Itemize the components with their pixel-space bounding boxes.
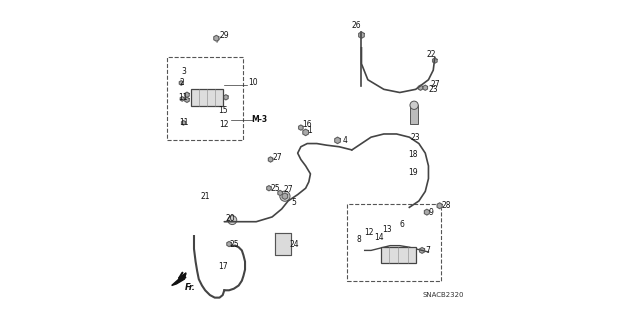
Polygon shape <box>358 32 364 38</box>
Text: 27: 27 <box>284 185 293 194</box>
Text: 15: 15 <box>218 106 228 115</box>
Text: 2: 2 <box>180 78 184 87</box>
Text: 13: 13 <box>382 225 392 234</box>
Polygon shape <box>182 121 186 125</box>
Text: 16: 16 <box>303 120 312 129</box>
Text: 27: 27 <box>430 80 440 89</box>
Text: 25: 25 <box>229 240 239 249</box>
Polygon shape <box>185 97 189 102</box>
Polygon shape <box>267 186 271 191</box>
Polygon shape <box>179 81 183 85</box>
Polygon shape <box>420 248 424 253</box>
Text: 29: 29 <box>220 31 229 40</box>
Polygon shape <box>227 241 231 247</box>
Text: 12: 12 <box>365 228 374 237</box>
Text: 24: 24 <box>290 240 300 249</box>
Text: 20: 20 <box>226 214 236 223</box>
Polygon shape <box>419 85 422 90</box>
Text: 21: 21 <box>200 192 210 201</box>
Polygon shape <box>185 92 189 97</box>
Text: 12: 12 <box>220 120 229 129</box>
Text: 19: 19 <box>408 168 417 177</box>
Text: 3: 3 <box>181 67 186 76</box>
Polygon shape <box>433 58 437 63</box>
Text: 1: 1 <box>307 126 312 135</box>
Polygon shape <box>275 233 291 255</box>
Text: 27: 27 <box>272 153 282 162</box>
Text: 11: 11 <box>180 118 189 127</box>
Text: 4: 4 <box>342 136 348 145</box>
Text: 7: 7 <box>425 246 430 255</box>
Polygon shape <box>224 95 228 100</box>
Polygon shape <box>423 85 428 90</box>
Text: 18: 18 <box>408 150 417 159</box>
Polygon shape <box>437 203 442 209</box>
Text: 10: 10 <box>248 78 258 87</box>
Text: 14: 14 <box>374 233 384 242</box>
Polygon shape <box>299 125 303 130</box>
Text: 28: 28 <box>441 201 451 210</box>
Text: 17: 17 <box>218 262 228 271</box>
Text: 5: 5 <box>291 198 296 207</box>
Polygon shape <box>214 35 219 41</box>
Bar <box>167 57 243 140</box>
Bar <box>347 204 441 281</box>
Polygon shape <box>424 209 429 215</box>
Text: 6: 6 <box>400 220 404 229</box>
Polygon shape <box>180 97 184 101</box>
Text: 8: 8 <box>356 235 362 244</box>
Text: 23: 23 <box>428 85 438 94</box>
Bar <box>191 88 223 106</box>
Text: SNACB2320: SNACB2320 <box>422 292 463 298</box>
Circle shape <box>228 216 237 225</box>
Text: 22: 22 <box>427 50 436 59</box>
Text: 9: 9 <box>428 208 433 217</box>
Text: 25: 25 <box>271 184 280 193</box>
Polygon shape <box>303 129 308 136</box>
Polygon shape <box>268 157 273 162</box>
Text: 11: 11 <box>178 93 188 102</box>
Polygon shape <box>282 193 287 199</box>
Text: Fr.: Fr. <box>184 283 195 292</box>
Bar <box>381 247 416 263</box>
Text: M-3: M-3 <box>252 115 268 124</box>
Text: 23: 23 <box>411 133 420 142</box>
Text: 26: 26 <box>352 21 362 30</box>
Circle shape <box>280 191 290 201</box>
Polygon shape <box>335 137 340 144</box>
Bar <box>410 105 418 124</box>
Polygon shape <box>172 273 186 286</box>
Circle shape <box>410 101 419 109</box>
Polygon shape <box>278 190 282 196</box>
